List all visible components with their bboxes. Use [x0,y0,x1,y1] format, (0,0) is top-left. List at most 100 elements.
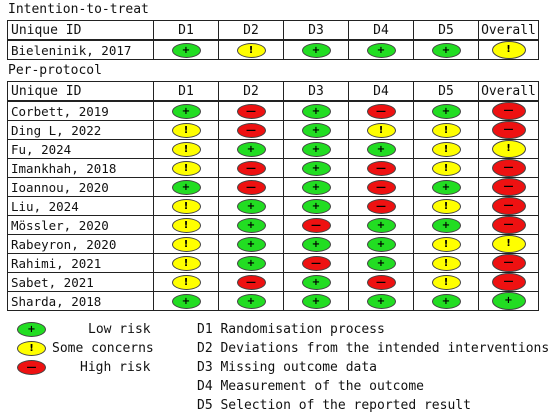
high-risk-icon: — [236,180,266,195]
judgement-cell-d1: ! [153,253,219,273]
pp-study-row: Mössler, 2020! + — + + — [7,215,539,235]
judgement-cell-d5: ! [413,139,479,159]
low-risk-icon: + [236,218,266,233]
low-risk-icon: + [431,218,461,233]
high-risk-icon: — [491,273,526,291]
itt-section-title: Intention-to-treat [8,2,149,17]
judgement-cell-d1: + [153,177,219,197]
itt-table: Unique ID D1 D2 D3 D4 D5 Overall Bieleni… [7,20,539,60]
pp-study-row: Liu, 2024! + + —! — [7,196,539,216]
judgement-cell-d3: — [283,253,349,273]
judgement-cell-d5: ! [413,196,479,216]
low-risk-icon: + [301,161,331,176]
some-concerns-icon: ! [431,275,461,290]
low-risk-icon: + [431,294,461,309]
judgement-cell-d1: ! [153,272,219,292]
study-name: Liu, 2024 [7,196,154,216]
judgement-cell-d4: + [348,291,414,311]
low-risk-icon: + [171,294,201,309]
legend-label-high: High risk [80,360,151,375]
judgement-cell-d3: + [283,158,349,178]
low-risk-icon: + [17,322,46,337]
low-risk-icon: + [301,123,331,138]
low-risk-icon: + [431,104,461,119]
judgement-cell-d1: + [153,39,219,60]
pp-study-row: Ding L, 2022! — +!! — [7,120,539,140]
judgement-cell-d5: ! [413,272,479,292]
judgement-cell-d4: + [348,215,414,235]
judgement-cell-d5: + [413,291,479,311]
judgement-cell-d1: ! [153,139,219,159]
judgement-cell-d3: + [283,272,349,292]
high-risk-icon: — [366,199,396,214]
high-risk-icon: — [236,123,266,138]
some-concerns-icon: ! [171,275,201,290]
judgement-cell-d3: + [283,120,349,140]
judgement-cell-d1: ! [153,196,219,216]
some-concerns-icon: ! [491,140,526,158]
judgement-cell-d5: + [413,39,479,60]
pp-study-row: Ioannou, 2020 + — + — + — [7,177,539,197]
itt-header-d4: D4 [348,20,414,41]
high-risk-icon: — [491,102,526,120]
pp-header-row: Unique ID D1 D2 D3 D4 D5 Overall [7,81,539,102]
pp-study-row: Sharda, 2018 + + + + + + [7,291,539,311]
pp-header-id: Unique ID [7,81,154,102]
low-risk-icon: + [171,43,201,58]
high-risk-icon: — [366,161,396,176]
itt-header-d2: D2 [218,20,284,41]
some-concerns-icon: ! [171,218,201,233]
low-risk-icon: + [236,256,266,271]
some-concerns-icon: ! [491,235,526,253]
judgement-cell-d5: ! [413,158,479,178]
low-risk-icon: + [171,180,201,195]
judgement-cell-d3: + [283,291,349,311]
study-name: Corbett, 2019 [7,100,154,121]
judgement-cell-d1: + [153,100,219,121]
judgement-cell-d1: ! [153,120,219,140]
some-concerns-icon: ! [171,256,201,271]
judgement-cell-d2: + [218,196,284,216]
legend-item-some: ! Some concerns [0,341,190,359]
overall-judgement-cell: — [478,158,539,178]
judgement-cell-d3: + [283,139,349,159]
high-risk-icon: — [491,121,526,139]
high-risk-icon: — [491,159,526,177]
judgement-cell-d5: + [413,215,479,235]
some-concerns-icon: ! [17,341,46,356]
domain-def-d1: D1 Randomisation process [197,322,385,337]
study-name: Sabet, 2021 [7,272,154,292]
pp-header-d4: D4 [348,81,414,102]
low-risk-icon: + [366,142,396,157]
overall-judgement-cell: — [478,272,539,292]
low-risk-icon: + [431,43,461,58]
judgement-cell-d5: + [413,177,479,197]
low-risk-icon: + [236,199,266,214]
study-name: Mössler, 2020 [7,215,154,235]
overall-judgement-cell: ! [478,39,539,60]
judgement-cell-d4: — [348,196,414,216]
judgement-cell-d2: — [218,177,284,197]
judgement-cell-d3: + [283,234,349,254]
low-risk-icon: + [171,104,201,119]
high-risk-icon: — [366,275,396,290]
legend-item-high: — High risk [0,360,190,378]
overall-judgement-cell: + [478,291,539,311]
some-concerns-icon: ! [171,123,201,138]
judgement-cell-d4: + [348,253,414,273]
judgement-cell-d5: ! [413,234,479,254]
low-risk-icon: + [301,237,331,252]
pp-study-row: Imankhah, 2018! — + —! — [7,158,539,178]
low-risk-icon: + [366,218,396,233]
high-risk-icon: — [301,256,331,271]
low-risk-icon: + [366,237,396,252]
itt-header-d5: D5 [413,20,479,41]
judgement-cell-d1: ! [153,215,219,235]
study-name: Sharda, 2018 [7,291,154,311]
overall-judgement-cell: — [478,215,539,235]
itt-header-d1: D1 [153,20,219,41]
judgement-cell-d4: ! [348,120,414,140]
overall-judgement-cell: — [478,177,539,197]
low-risk-icon: + [431,180,461,195]
judgement-cell-d4: + [348,234,414,254]
